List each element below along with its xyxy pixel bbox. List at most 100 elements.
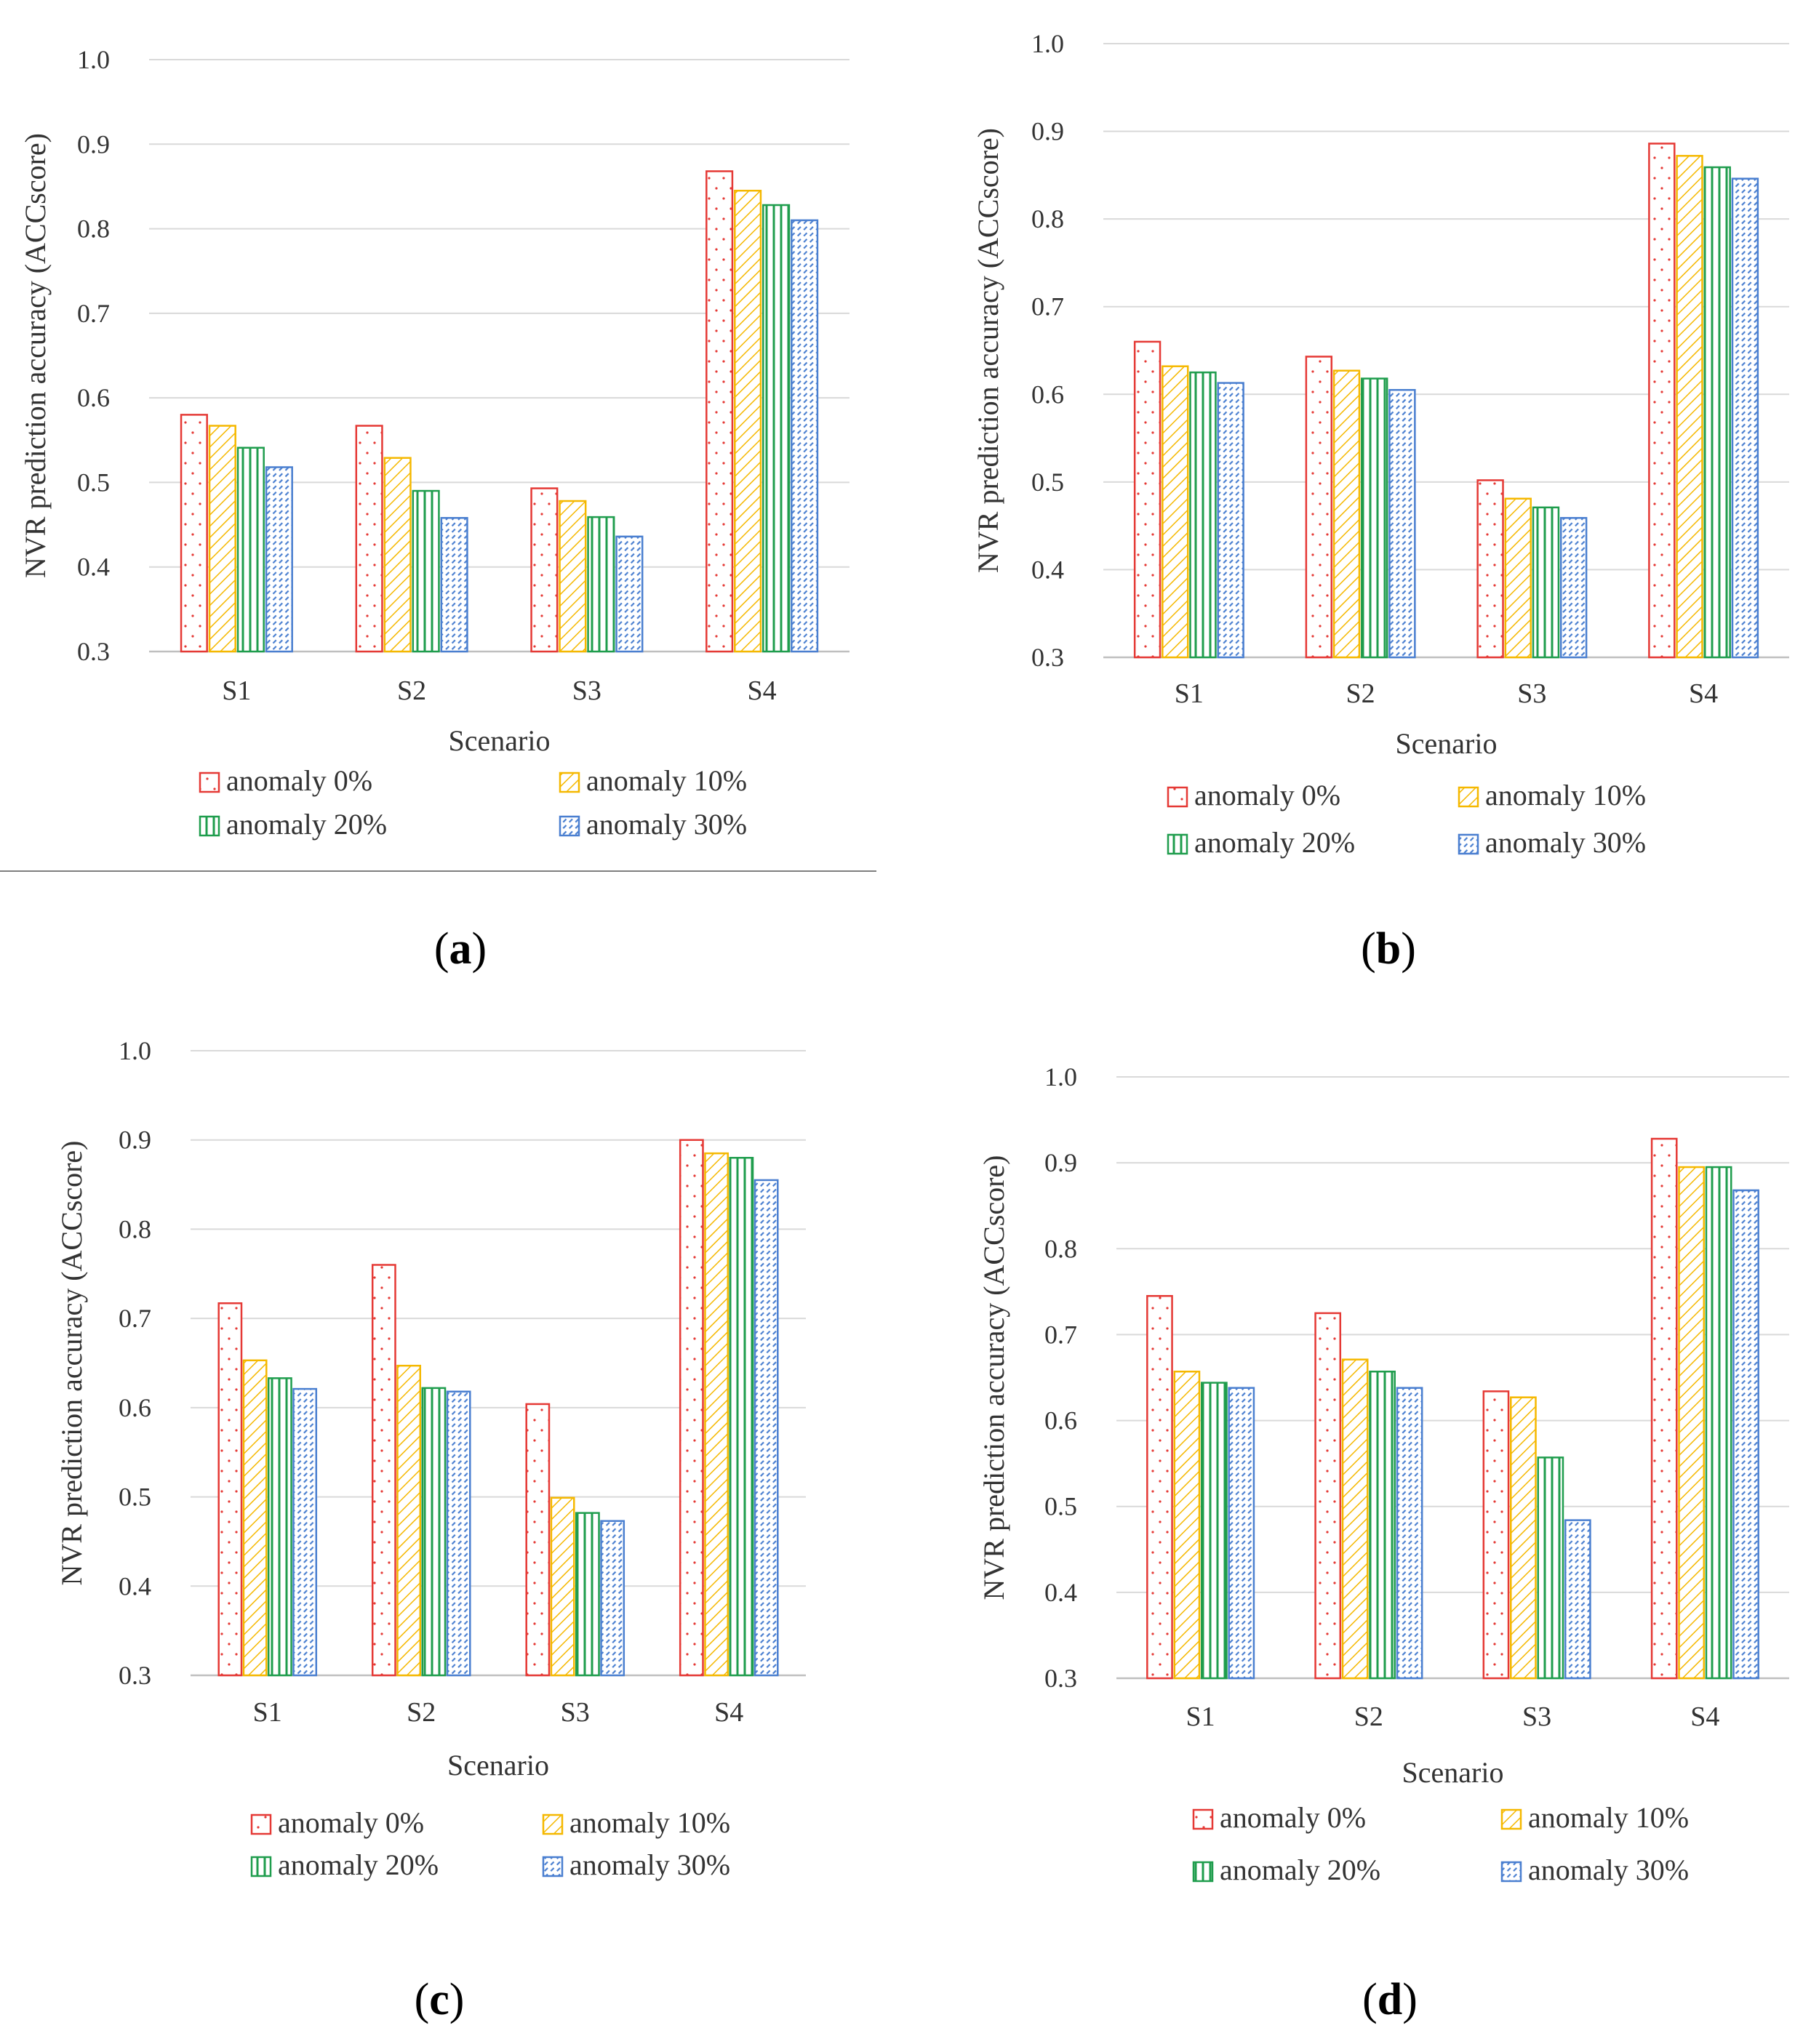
y-tick-label: 0.3 [1044,1664,1077,1693]
x-axis-title: Scenario [447,1749,549,1782]
legend-swatch [250,1813,272,1835]
y-tick-label: 0.4 [77,553,110,582]
bar-s3-series-0 [1482,1390,1510,1680]
bar-s2-series-0 [355,425,383,653]
legend-swatch [1458,786,1479,808]
bar-s2-series-0 [1305,356,1333,659]
x-category-label: S2 [1354,1702,1383,1732]
x-category-label: S2 [1346,678,1375,709]
bar-s4-series-2 [762,204,791,653]
y-tick-label: 0.7 [1031,292,1064,321]
legend-swatch [559,815,580,837]
panel-label: (a) [434,924,487,974]
bar-s4-series-3 [753,1179,779,1677]
bar-s1-series-1 [1162,365,1189,659]
y-tick-label: 0.8 [119,1214,151,1243]
bar-s4-series-3 [1732,1189,1759,1680]
x-category-label: S3 [561,1697,590,1728]
legend-label: anomaly 10% [586,764,747,797]
bar-s1-series-2 [1200,1382,1228,1680]
x-category-label: S3 [1522,1702,1551,1732]
bar-s3-series-1 [1504,497,1532,659]
bar-s4-series-3 [1731,177,1759,659]
x-axis-title: Scenario [1402,1756,1504,1789]
y-tick-label: 0.9 [1031,117,1064,146]
legend-swatch [559,771,580,793]
bar-s2-series-1 [1332,369,1361,659]
bar-s3-series-2 [575,1512,600,1677]
bar-s3-series-1 [1510,1396,1537,1680]
y-tick-label: 0.3 [77,637,110,666]
legend-swatch [542,1856,564,1877]
y-tick-label: 0.4 [119,1571,151,1600]
y-tick-label: 1.0 [1031,29,1064,58]
legend-swatch [542,1813,564,1835]
bar-s3-series-2 [587,516,615,653]
bar-s3-series-0 [530,487,559,653]
bar-s3-series-0 [1476,479,1504,659]
x-category-label: S3 [572,676,601,706]
bar-s4-series-1 [734,189,762,653]
legend-label: anomaly 0% [278,1806,424,1839]
y-axis-title: NVR prediction accuracy (ACCscore) [19,133,52,578]
legend-swatch [1192,1808,1214,1830]
bar-s4-series-1 [1678,1166,1706,1680]
bar-s3-series-1 [559,500,587,653]
bar-s2-series-2 [1369,1370,1396,1680]
y-tick-label: 0.9 [119,1126,151,1155]
chart-panel-b: 1.0 0.9 0.8 0.7 0.6 0.5 0.4 0.3 S1 S2 S3 S4 Scenario… [972,29,1789,974]
panel-label: (c) [415,1975,465,2024]
bar-s4-series-0 [1648,143,1676,659]
legend-label: anomaly 0% [1220,1801,1366,1834]
bar-s1-series-0 [1133,340,1162,659]
bar-s2-series-2 [1361,377,1388,659]
y-tick-label: 0.5 [1044,1492,1077,1521]
bar-s3-series-3 [615,535,644,653]
chart-panel-d: 1.0 0.9 0.8 0.7 0.6 0.5 0.4 0.3 S1 S2 S3 S4 Scenario… [978,1062,1789,2024]
legend-label: anomaly 20% [1220,1853,1380,1886]
bar-s3-series-3 [1559,517,1588,659]
legend-label: anomaly 0% [1194,779,1340,811]
bar-s2-series-3 [1396,1387,1423,1680]
bar-s1-series-0 [180,414,208,653]
bar-s1-series-3 [265,466,293,653]
chart-panel-c: 1.0 0.9 0.8 0.7 0.6 0.5 0.4 0.3 S1 S2 S3 S4 Scenario… [55,1036,806,2024]
bar-s4-series-2 [1703,166,1731,659]
y-tick-label: 0.6 [1031,380,1064,409]
bar-s1-series-2 [1189,371,1217,659]
legend-label: anomaly 20% [1194,826,1355,859]
legend-label: anomaly 30% [1528,1853,1689,1886]
bar-s2-series-1 [1341,1358,1369,1680]
y-tick-label: 0.8 [77,215,110,244]
bar-s1-series-2 [267,1377,292,1677]
bar-s4-series-1 [704,1152,729,1677]
bar-s2-series-2 [412,489,440,653]
x-category-label: S4 [748,676,777,706]
x-category-label: S1 [1175,678,1204,709]
y-tick-label: 0.9 [77,129,110,159]
x-category-label: S4 [714,1697,743,1728]
bar-s2-series-1 [396,1364,422,1677]
bar-s2-series-0 [371,1264,396,1677]
y-tick-label: 0.7 [119,1304,151,1333]
y-tick-label: 0.6 [119,1393,151,1422]
legend-label: anomaly 30% [569,1848,730,1881]
bar-s2-series-3 [440,517,468,653]
y-tick-label: 0.3 [1031,643,1064,672]
legend-label: anomaly 30% [1485,826,1646,859]
legend-swatch [250,1856,272,1877]
y-tick-label: 1.0 [77,45,110,74]
legend-swatch [1167,786,1188,808]
y-tick-label: 0.7 [77,299,110,328]
y-tick-label: 0.9 [1044,1148,1077,1177]
bar-s1-series-2 [236,446,265,653]
bar-s2-series-3 [1388,389,1416,659]
legend-label: anomaly 20% [226,808,387,841]
bar-s1-series-3 [1217,382,1244,659]
legend-label: anomaly 10% [1528,1801,1689,1834]
bar-s3-series-3 [1564,1519,1591,1680]
y-axis-title: NVR prediction accuracy (ACCscore) [55,1141,88,1586]
x-category-label: S1 [1186,1702,1215,1732]
